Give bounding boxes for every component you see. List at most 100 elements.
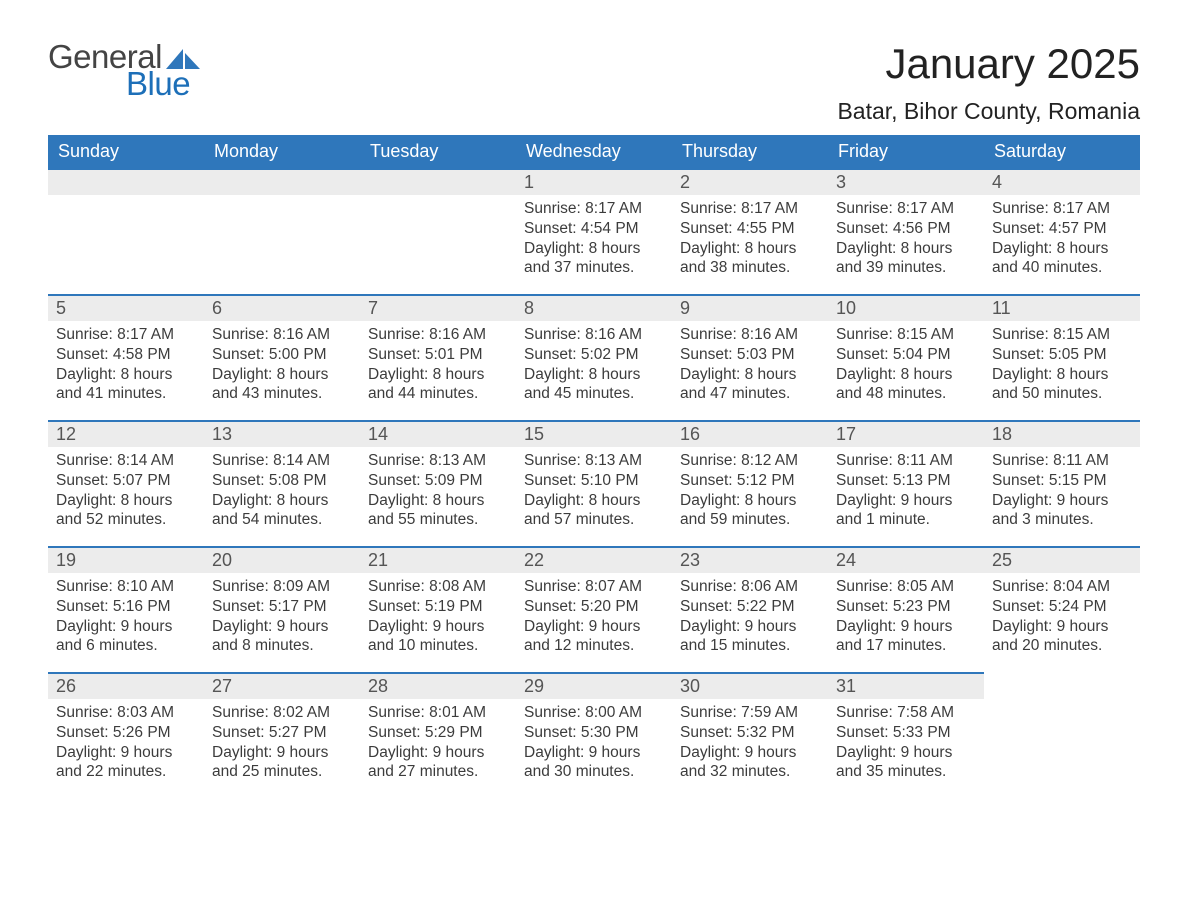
- day-body: Sunrise: 8:16 AM Sunset: 5:02 PMDaylight:…: [516, 321, 672, 412]
- sunrise-line: Sunrise: 8:13 AM: [524, 451, 664, 471]
- sunrise-line: Sunrise: 8:16 AM: [212, 325, 352, 345]
- location: Batar, Bihor County, Romania: [837, 98, 1140, 125]
- daylight-line: Daylight: 9 hours and 17 minutes.: [836, 617, 976, 657]
- day-body: Sunrise: 8:06 AMSunset: 5:22 PMDaylight:…: [672, 573, 828, 664]
- daylight-line: Daylight: 8 hours and 39 minutes.: [836, 239, 976, 279]
- sunset-line-value: 5:30 PM: [581, 724, 639, 741]
- daylight-line-label: Daylight:: [680, 240, 745, 257]
- sunrise-line: Sunrise: 8:13 AM: [368, 451, 508, 471]
- sunset-line-label: Sunset:: [524, 724, 581, 741]
- sunrise-line-value: 8:13 AM: [585, 452, 642, 469]
- daylight-line: Daylight: 9 hours and 27 minutes.: [368, 743, 508, 783]
- daylight-line: Daylight: 8 hours and 50 minutes.: [992, 365, 1132, 405]
- sunset-line: Sunset: 5:24 PM: [992, 597, 1132, 617]
- sunset-line: Sunset: 5:02 PM: [524, 345, 664, 365]
- daylight-line: Daylight: 9 hours and 1 minute.: [836, 491, 976, 531]
- day-body: Sunrise: 8:11 AMSunset: 5:15 PMDaylight:…: [984, 447, 1140, 538]
- sunrise-line-value: 8:04 AM: [1053, 578, 1110, 595]
- sunrise-line: Sunrise: 8:03 AM: [56, 703, 196, 723]
- sunset-line-label: Sunset:: [836, 220, 893, 237]
- sunset-line-value: 5:15 PM: [1049, 472, 1107, 489]
- day-body: Sunrise: 8:09 AMSunset: 5:17 PMDaylight:…: [204, 573, 360, 664]
- sunset-line: Sunset: 4:55 PM: [680, 219, 820, 239]
- sunset-line-value: 5:32 PM: [737, 724, 795, 741]
- daylight-line-label: Daylight:: [524, 366, 589, 383]
- sunset-line-value: 5:02 PM: [581, 346, 639, 363]
- sunset-line-value: 5:13 PM: [893, 472, 951, 489]
- day-number: 12: [48, 420, 204, 447]
- day-body: Sunrise: 8:03 AMSunset: 5:26 PMDaylight:…: [48, 699, 204, 790]
- sunrise-line-value: 8:16 AM: [273, 326, 330, 343]
- sunset-line-label: Sunset:: [56, 346, 113, 363]
- daylight-line: Daylight: 9 hours and 22 minutes.: [56, 743, 196, 783]
- daylight-line-label: Daylight:: [56, 492, 121, 509]
- sunrise-line-label: Sunrise:: [56, 452, 117, 469]
- sunset-line-label: Sunset:: [368, 346, 425, 363]
- calendar-cell: 1Sunrise: 8:17 AMSunset: 4:54 PMDaylight…: [516, 168, 672, 294]
- day-number: 14: [360, 420, 516, 447]
- day-number: 25: [984, 546, 1140, 573]
- daylight-line-label: Daylight:: [212, 492, 277, 509]
- calendar-week: 19Sunrise: 8:10 AMSunset: 5:16 PMDayligh…: [48, 546, 1140, 672]
- day-number: 27: [204, 672, 360, 699]
- daylight-line-label: Daylight:: [524, 240, 589, 257]
- calendar-cell: 12Sunrise: 8:14 AMSunset: 5:07 PMDayligh…: [48, 420, 204, 546]
- day-number-empty: [204, 168, 360, 195]
- daylight-line-label: Daylight:: [992, 618, 1057, 635]
- daylight-line-label: Daylight:: [680, 618, 745, 635]
- sunset-line-value: 4:55 PM: [737, 220, 795, 237]
- day-number: 31: [828, 672, 984, 699]
- sunset-line: Sunset: 4:58 PM: [56, 345, 196, 365]
- sunrise-line-value: 8:09 AM: [273, 578, 330, 595]
- calendar-cell: 10Sunrise: 8:15 AMSunset: 5:04 PMDayligh…: [828, 294, 984, 420]
- sunset-line: Sunset: 5:12 PM: [680, 471, 820, 491]
- sunset-line: Sunset: 5:08 PM: [212, 471, 352, 491]
- sunrise-line: Sunrise: 8:11 AM: [836, 451, 976, 471]
- sunset-line: Sunset: 5:07 PM: [56, 471, 196, 491]
- sunrise-line: Sunrise: 7:58 AM: [836, 703, 976, 723]
- sunrise-line-value: 8:14 AM: [273, 452, 330, 469]
- sunset-line-label: Sunset:: [212, 724, 269, 741]
- sunrise-line-value: 8:16 AM: [585, 326, 642, 343]
- sunrise-line: Sunrise: 8:06 AM: [680, 577, 820, 597]
- calendar-week: 12Sunrise: 8:14 AMSunset: 5:07 PMDayligh…: [48, 420, 1140, 546]
- calendar-body: 1Sunrise: 8:17 AMSunset: 4:54 PMDaylight…: [48, 168, 1140, 798]
- day-number-empty: [48, 168, 204, 195]
- calendar-cell: 9Sunrise: 8:16 AMSunset: 5:03 PMDaylight…: [672, 294, 828, 420]
- daylight-line-label: Daylight:: [56, 366, 121, 383]
- sunset-line: Sunset: 4:57 PM: [992, 219, 1132, 239]
- day-body: Sunrise: 8:02 AMSunset: 5:27 PMDaylight:…: [204, 699, 360, 790]
- sunset-line-value: 5:27 PM: [269, 724, 327, 741]
- sunrise-line-value: 8:03 AM: [117, 704, 174, 721]
- daylight-line: Daylight: 9 hours and 35 minutes.: [836, 743, 976, 783]
- sunset-line: Sunset: 4:54 PM: [524, 219, 664, 239]
- title-block: January 2025 Batar, Bihor County, Romani…: [837, 40, 1140, 125]
- sunrise-line: Sunrise: 8:09 AM: [212, 577, 352, 597]
- sunrise-line-value: 8:17 AM: [585, 200, 642, 217]
- day-number-empty: [360, 168, 516, 195]
- sunset-line-label: Sunset:: [524, 472, 581, 489]
- day-number: 30: [672, 672, 828, 699]
- sunrise-line-label: Sunrise:: [524, 578, 585, 595]
- sunset-line-label: Sunset:: [368, 472, 425, 489]
- sunrise-line-label: Sunrise:: [836, 578, 897, 595]
- day-number: 2: [672, 168, 828, 195]
- sunrise-line: Sunrise: 8:14 AM: [212, 451, 352, 471]
- sunrise-line-value: 7:59 AM: [741, 704, 798, 721]
- sunset-line-value: 5:08 PM: [269, 472, 327, 489]
- daylight-line-label: Daylight:: [212, 366, 277, 383]
- sunset-line-value: 5:03 PM: [737, 346, 795, 363]
- sunrise-line: Sunrise: 8:17 AM: [524, 199, 664, 219]
- calendar-week: 26Sunrise: 8:03 AMSunset: 5:26 PMDayligh…: [48, 672, 1140, 798]
- day-body: Sunrise: 8:14 AMSunset: 5:07 PMDaylight:…: [48, 447, 204, 538]
- day-header: Wednesday: [516, 135, 672, 168]
- daylight-line-label: Daylight:: [836, 618, 901, 635]
- day-number: 16: [672, 420, 828, 447]
- month-title: January 2025: [837, 40, 1140, 88]
- daylight-line: Daylight: 8 hours and 44 minutes.: [368, 365, 508, 405]
- day-number: 29: [516, 672, 672, 699]
- calendar-cell: 14Sunrise: 8:13 AMSunset: 5:09 PMDayligh…: [360, 420, 516, 546]
- sunrise-line-label: Sunrise:: [524, 326, 585, 343]
- sunrise-line-label: Sunrise:: [368, 326, 429, 343]
- calendar-cell: 13Sunrise: 8:14 AMSunset: 5:08 PMDayligh…: [204, 420, 360, 546]
